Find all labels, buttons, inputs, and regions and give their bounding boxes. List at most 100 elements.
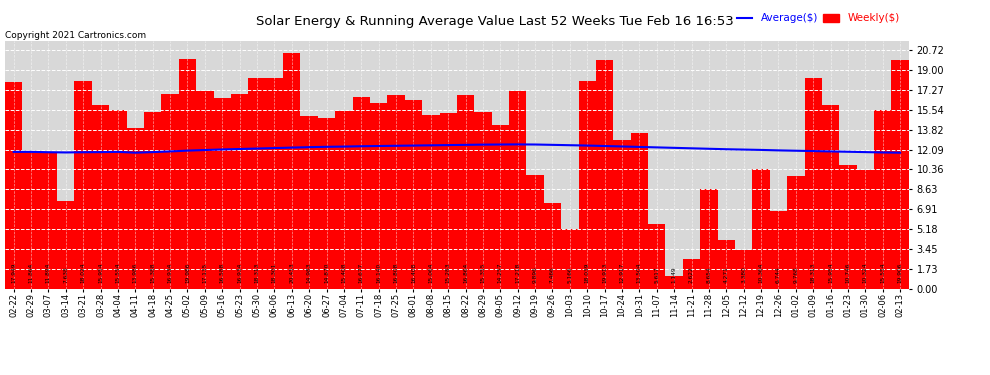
Text: 15.554: 15.554 — [116, 262, 121, 283]
Bar — [352, 97, 370, 289]
Text: 18.301: 18.301 — [272, 262, 277, 283]
Text: 13.986: 13.986 — [133, 262, 138, 283]
Text: 20.453: 20.453 — [289, 262, 294, 283]
Bar — [787, 176, 805, 289]
Text: Copyright 2021 Cartronics.com: Copyright 2021 Cartronics.com — [5, 30, 147, 39]
Bar — [336, 111, 352, 289]
Bar — [318, 118, 336, 289]
Bar — [665, 276, 683, 289]
Text: 16.808: 16.808 — [394, 262, 399, 283]
Bar — [718, 240, 735, 289]
Bar — [144, 112, 161, 289]
Text: 11.894: 11.894 — [46, 262, 50, 283]
Text: 14.257: 14.257 — [498, 262, 503, 283]
Text: Solar Energy & Running Average Value Last 52 Weeks Tue Feb 16 16:53: Solar Energy & Running Average Value Las… — [256, 15, 734, 28]
Bar — [735, 250, 752, 289]
Text: 10.746: 10.746 — [845, 262, 850, 283]
Text: 17.135: 17.135 — [202, 262, 207, 283]
Text: 15.554: 15.554 — [880, 262, 885, 283]
Text: 9.768: 9.768 — [793, 266, 798, 283]
Bar — [440, 113, 456, 289]
Bar — [5, 82, 23, 289]
Bar — [492, 124, 509, 289]
Bar — [700, 189, 718, 289]
Text: 14.870: 14.870 — [324, 262, 329, 283]
Text: 16.140: 16.140 — [376, 263, 381, 283]
Text: 19.986: 19.986 — [185, 262, 190, 283]
Bar — [283, 53, 300, 289]
Text: 16.677: 16.677 — [358, 263, 363, 283]
Bar — [92, 105, 109, 289]
Text: 12.917: 12.917 — [620, 262, 625, 283]
Text: 19.906: 19.906 — [898, 262, 903, 283]
Text: 18.313: 18.313 — [254, 262, 259, 283]
Bar — [752, 170, 770, 289]
Text: 4.271: 4.271 — [724, 266, 729, 283]
Bar — [231, 94, 248, 289]
Bar — [57, 201, 74, 289]
Text: 15.388: 15.388 — [150, 262, 155, 283]
Bar — [874, 110, 891, 289]
Bar — [179, 58, 196, 289]
Bar — [23, 152, 40, 289]
Bar — [370, 103, 387, 289]
Bar — [74, 81, 92, 289]
Text: 8.654: 8.654 — [707, 266, 712, 283]
Bar — [648, 224, 665, 289]
Text: 16.588: 16.588 — [220, 262, 225, 283]
Text: 15.954: 15.954 — [98, 262, 103, 283]
Text: 2.622: 2.622 — [689, 266, 694, 283]
Bar — [561, 229, 578, 289]
Bar — [544, 203, 561, 289]
Bar — [631, 133, 648, 289]
Text: 9.896: 9.896 — [533, 266, 538, 283]
Text: 10.324: 10.324 — [863, 262, 868, 283]
Bar — [127, 128, 144, 289]
Bar — [265, 78, 283, 289]
Bar — [196, 92, 214, 289]
Bar — [422, 116, 440, 289]
Text: 15.283: 15.283 — [446, 262, 450, 283]
Bar — [822, 105, 840, 289]
Bar — [248, 78, 265, 289]
Bar — [300, 116, 318, 289]
Text: 17.949: 17.949 — [11, 262, 16, 283]
Text: 16.408: 16.408 — [411, 262, 416, 283]
Bar — [527, 175, 544, 289]
Legend: Average($), Weekly($): Average($), Weekly($) — [733, 9, 904, 28]
Bar — [891, 60, 909, 289]
Text: 1.149: 1.149 — [671, 266, 676, 283]
Bar — [387, 95, 405, 289]
Text: 17.218: 17.218 — [515, 262, 520, 283]
Bar — [856, 170, 874, 289]
Bar — [509, 90, 527, 289]
Bar — [40, 152, 57, 289]
Text: 18.313: 18.313 — [811, 262, 816, 283]
Bar — [405, 100, 422, 289]
Text: 15.355: 15.355 — [480, 262, 485, 283]
Text: 7.466: 7.466 — [550, 266, 555, 283]
Bar — [214, 98, 231, 289]
Text: 11.864: 11.864 — [29, 263, 34, 283]
Bar — [474, 112, 492, 289]
Bar — [596, 60, 614, 289]
Text: 18.039: 18.039 — [585, 262, 590, 283]
Bar — [840, 165, 856, 289]
Bar — [683, 259, 700, 289]
Text: 6.744: 6.744 — [776, 266, 781, 283]
Text: 5.617: 5.617 — [654, 266, 659, 283]
Bar — [578, 81, 596, 289]
Text: 15.064: 15.064 — [429, 262, 434, 283]
Text: 15.954: 15.954 — [828, 262, 834, 283]
Text: 3.380: 3.380 — [742, 266, 746, 283]
Text: 16.934: 16.934 — [238, 262, 243, 283]
Text: 16.864: 16.864 — [463, 263, 468, 283]
Bar — [805, 78, 822, 289]
Text: 10.364: 10.364 — [758, 262, 763, 283]
Text: 16.934: 16.934 — [167, 262, 172, 283]
Bar — [770, 211, 787, 289]
Bar — [614, 140, 631, 289]
Text: 18.024: 18.024 — [80, 262, 86, 283]
Bar — [109, 110, 127, 289]
Text: 14.983: 14.983 — [307, 262, 312, 283]
